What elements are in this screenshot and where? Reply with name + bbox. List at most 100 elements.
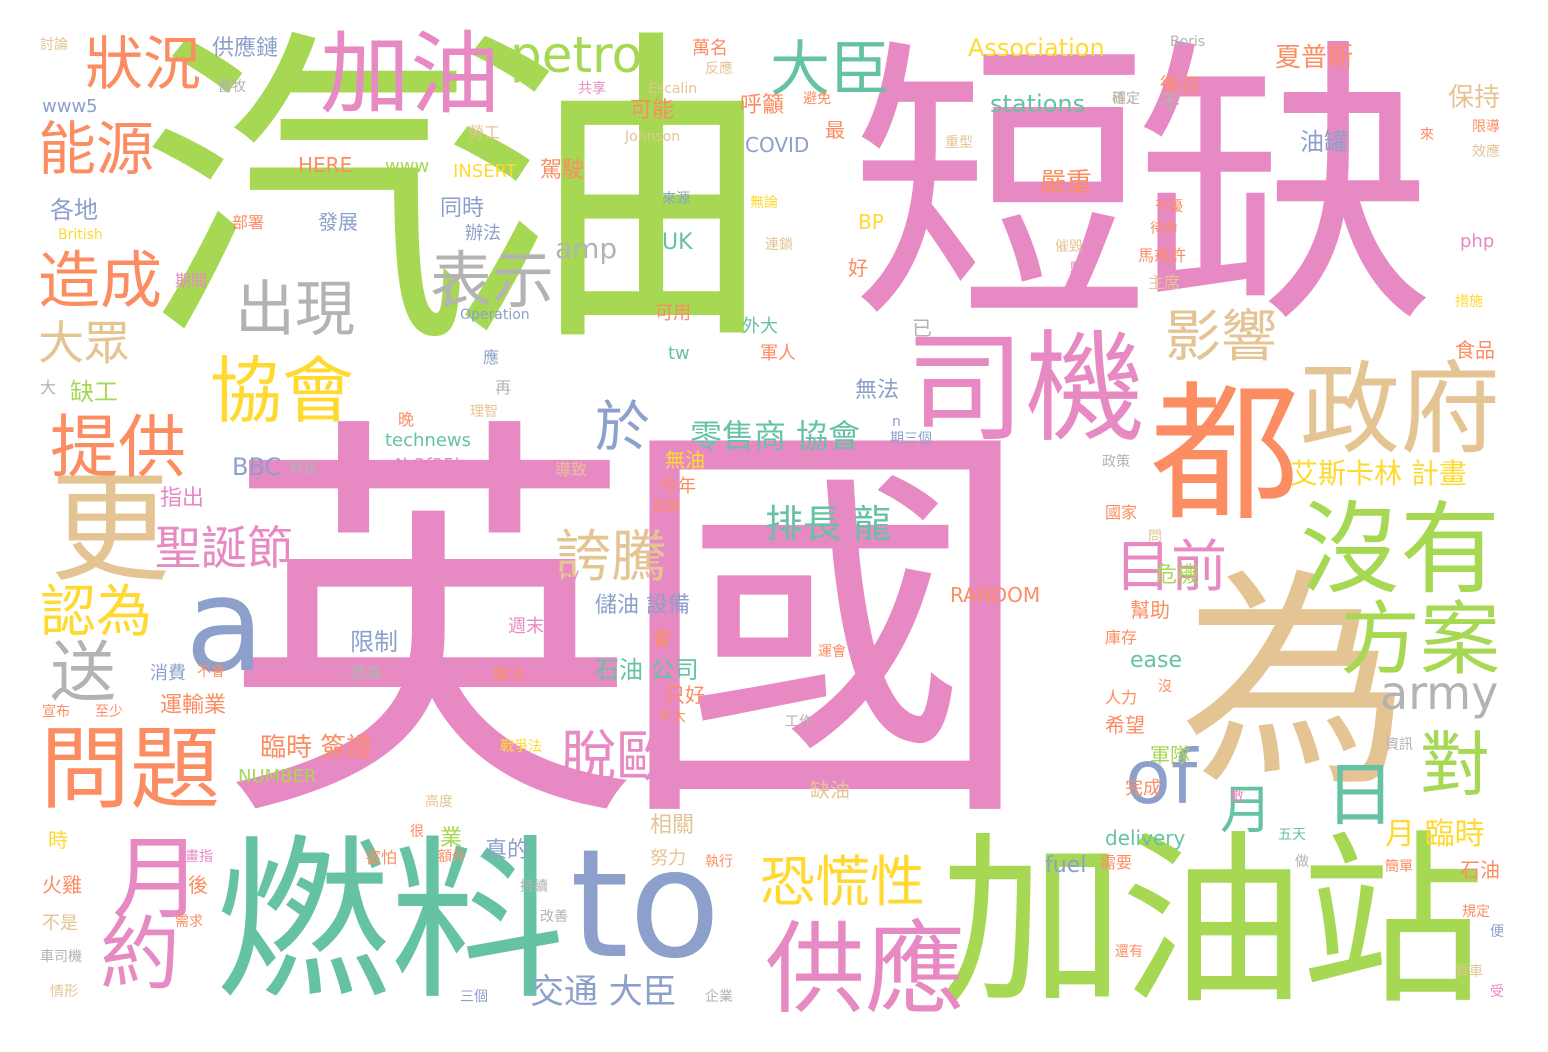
word-gaodu: 高度 — [425, 794, 453, 810]
word-queding: 確定 — [1112, 91, 1140, 107]
word-queyou: 缺油 — [810, 778, 850, 802]
word-nengyuan: 能源 — [38, 115, 155, 183]
word-muqian: 目前 — [1115, 535, 1227, 600]
word-gongying: 供應 — [765, 911, 965, 1028]
word-amp: amp — [555, 232, 618, 265]
word-cuoshi: 措施 — [1455, 294, 1483, 310]
word-bangzhu: 幫助 — [1130, 598, 1170, 622]
word-meiyou: 沒有 — [1300, 491, 1500, 608]
word-fuel: fuel — [1045, 853, 1087, 878]
word-ranliao: 燃料 — [215, 821, 565, 1024]
word-laogong: 勞工 — [468, 123, 501, 142]
word-buhui: 不會 — [197, 664, 225, 680]
word-liansuo: 連鎖 — [765, 237, 793, 253]
word-sange: 三個 — [460, 989, 488, 1005]
word-yingguo: 英國 — [220, 385, 1035, 874]
word-wen: 問 — [1148, 529, 1162, 545]
word-ri: 日 — [1325, 754, 1395, 836]
word-geng: 更 — [50, 460, 170, 599]
word-paichanglong: 排長 龍 — [765, 502, 892, 546]
word-wenti: 問題 — [40, 717, 220, 822]
word-xiapusi: 夏普斯 — [1275, 43, 1354, 73]
word-escalin: Escalin — [648, 81, 698, 97]
word-chixu: 持續 — [520, 879, 548, 895]
word-shou: 受 — [1490, 984, 1504, 1000]
word-huoji: 火雞 — [42, 873, 82, 897]
word-weiji: 危機 — [1155, 563, 1200, 588]
word-junren: 軍人 — [760, 343, 796, 364]
word-to: to — [570, 818, 721, 992]
word-mei: 沒 — [1158, 679, 1172, 695]
word-army: army — [1380, 666, 1499, 720]
word-ganrao: 干擾 — [1155, 199, 1183, 215]
word-zhuxi: 主席 — [1148, 273, 1181, 292]
word-zixun: 資訊 — [1385, 737, 1413, 753]
word-siji: 司機 — [905, 320, 1145, 459]
word-qisange: 期三個 — [890, 431, 932, 447]
word-hgv: HGV — [548, 569, 579, 585]
word-lizhi: 理智 — [470, 404, 498, 420]
word-huazhi: 畫指 — [185, 849, 213, 865]
word-bu: 不 — [1160, 90, 1180, 114]
word-haipa: 害怕 — [365, 848, 398, 867]
word-xiaoying: 效應 — [1472, 144, 1500, 160]
word-zhengfu: 政府 — [1300, 351, 1500, 468]
word-bimian: 避免 — [803, 91, 831, 107]
word-huyu: 呼籲 — [740, 93, 785, 118]
word-zhixing: 執行 — [705, 854, 733, 870]
word-shipin: 食品 — [1455, 338, 1495, 362]
word-jundui: 軍隊 — [1150, 743, 1190, 767]
word-zuo: 做 — [1295, 854, 1309, 870]
word-buda: 不大 — [658, 709, 686, 725]
word-xiangguan: 相關 — [650, 813, 695, 838]
word-wulun: 無論 — [750, 195, 778, 211]
word-petrol: petrol — [510, 26, 657, 84]
word-bushi: 不是 — [42, 913, 78, 934]
word-tigong: 提供 — [50, 409, 187, 488]
word-zhuangkuang: 狀況 — [85, 30, 202, 98]
word-ying: 應 — [483, 348, 500, 367]
word-n: n — [892, 414, 901, 430]
word-linshiqianzheng: 臨時 簽證 — [260, 733, 373, 763]
word-johnson: Johnson — [625, 129, 681, 145]
word-dachen: 大臣 — [770, 35, 890, 105]
word-www5: www5 — [42, 96, 98, 117]
word-fangan: 方案 — [1340, 593, 1500, 686]
word-renli: 人力 — [1105, 688, 1138, 707]
word-haiyou: 還有 — [1115, 944, 1143, 960]
word-konghuangxing: 恐慌性 — [760, 850, 926, 914]
word-zhengzhao: 徵召 — [1160, 73, 1200, 97]
word-dui: 對 — [1420, 724, 1490, 806]
word-association: Association — [968, 34, 1105, 62]
word-zhu: 駐 — [1070, 261, 1084, 277]
word-gedi: 各地 — [50, 196, 98, 224]
word-random: RANDOM — [950, 583, 1041, 607]
word-gaosu: 告訴 — [652, 499, 680, 515]
word-xuanbu: 宣布 — [42, 704, 70, 720]
word-hou: 後 — [188, 873, 208, 897]
word-banfa: 辦法 — [465, 223, 501, 244]
word-lai: 來 — [1420, 127, 1434, 143]
word-jiaotongdachen: 交通 大臣 — [530, 972, 677, 1012]
word-zhongxing: 重型 — [945, 135, 973, 151]
word-keyong: 可用 — [655, 303, 691, 324]
word-xuqiu: 需求 — [175, 914, 203, 930]
word-youguan: 油罐 — [1300, 128, 1348, 156]
word-biaoshi: 表示 — [430, 244, 555, 317]
word-jiashi: 駕駛 — [540, 158, 585, 183]
word-yi: 已 — [912, 316, 932, 340]
word-daiming: 待命 — [1150, 221, 1178, 237]
word-nuli: 努力 — [650, 848, 686, 869]
word-cb: cb — [460, 658, 484, 682]
word-covid: COVID — [745, 133, 810, 157]
word-number: NUMBER — [238, 766, 317, 787]
word-tongshi: 同時 — [440, 196, 485, 221]
word-zhengce: 政策 — [1102, 454, 1130, 470]
word-chuxian: 出現 — [235, 275, 355, 345]
word-stations: stations — [990, 90, 1086, 118]
word-shu: 數 — [1230, 789, 1244, 805]
word-gongyinglian: 供應鏈 — [212, 36, 279, 61]
word-zhihao: 只好 — [665, 683, 705, 707]
word-shiyou2: 石油 — [1460, 858, 1500, 882]
